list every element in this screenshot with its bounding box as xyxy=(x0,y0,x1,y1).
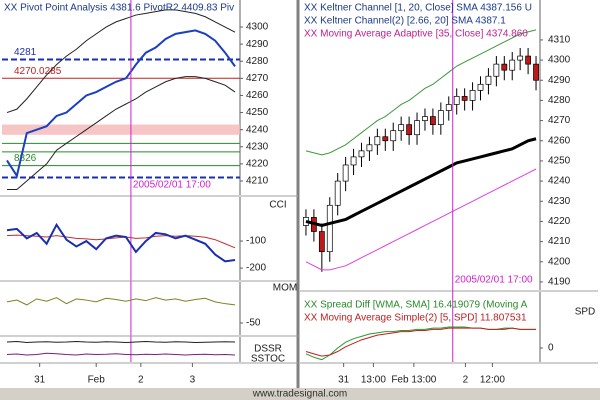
candle-body xyxy=(350,156,357,166)
y-tick-label: -50 xyxy=(246,318,261,329)
candle-body xyxy=(445,104,452,111)
y-tick-label: 4210 xyxy=(548,236,571,247)
series-line xyxy=(305,168,537,271)
indicator-title: XX Keltner Channel [1, 20, Close] SMA 43… xyxy=(304,3,532,14)
y-tick-label: 4190 xyxy=(548,277,571,288)
panel-title: XX Pivot Point Analysis 4381.6 PivotR2 4… xyxy=(4,3,234,14)
series-line xyxy=(6,234,236,249)
candle-body xyxy=(461,96,468,101)
y-tick-label: 4230 xyxy=(548,196,571,207)
series-line xyxy=(6,222,236,263)
y-tick-label: 4260 xyxy=(548,135,571,146)
series-line xyxy=(305,327,537,357)
indicator-title: XX Moving Average Adaptive [35, Close] 4… xyxy=(304,29,528,40)
candle-body xyxy=(414,120,420,136)
candle-body xyxy=(501,63,508,71)
candle-body xyxy=(469,89,476,101)
series-line xyxy=(6,340,236,344)
y-tick-label: 4210 xyxy=(246,176,269,187)
x-tick-label: 2 xyxy=(463,375,469,386)
x-tick-label: 31 xyxy=(338,375,350,386)
cursor-label: 2005/02/01 17:00 xyxy=(133,180,211,191)
x-tick-label: 3 xyxy=(190,375,196,386)
x-tick-label: 12:00 xyxy=(480,375,505,386)
candle-body xyxy=(533,63,539,81)
candle-body xyxy=(485,75,492,85)
x-tick-label: 2 xyxy=(138,375,144,386)
series-line xyxy=(6,29,236,179)
candle-body xyxy=(366,144,373,152)
candle-body xyxy=(358,150,365,158)
candle-body xyxy=(334,180,341,206)
candle-body xyxy=(326,204,333,253)
panel-label: DSSR xyxy=(254,344,282,355)
candle-body xyxy=(477,83,484,91)
panel-label: SPD xyxy=(575,307,596,318)
series-line xyxy=(305,29,537,156)
y-tick-label: 4240 xyxy=(246,124,269,135)
series-line xyxy=(6,76,236,191)
y-tick-label: 4280 xyxy=(246,56,269,67)
y-tick-label: 4270 xyxy=(548,115,571,126)
panel-label: MOM xyxy=(273,283,297,294)
candle-body xyxy=(406,124,412,136)
y-tick-label: 4290 xyxy=(246,39,269,50)
status-bar xyxy=(0,388,600,400)
y-tick-label: 4280 xyxy=(548,95,571,106)
level-label: 8826 xyxy=(14,153,37,164)
y-tick-label: -200 xyxy=(246,263,266,274)
candle-body xyxy=(525,55,531,65)
x-tick-label: 13:00 xyxy=(361,375,386,386)
candle-body xyxy=(318,231,325,253)
y-tick-label: 4240 xyxy=(548,176,571,187)
y-tick-label: 4300 xyxy=(246,22,269,33)
x-tick-label: Feb 13:00 xyxy=(391,375,436,386)
series-line xyxy=(6,9,236,114)
y-tick-label: 4220 xyxy=(246,159,269,170)
y-tick-label: 4260 xyxy=(246,90,269,101)
cursor-label: 2005/02/01 17:00 xyxy=(455,275,533,286)
indicator-title: XX Moving Average Simple(2) [5, SPD] 11.… xyxy=(304,313,527,324)
y-tick-label: 4290 xyxy=(548,75,571,86)
panel-label: CCI xyxy=(269,200,286,211)
y-tick-label: 4300 xyxy=(548,55,571,66)
candle-body xyxy=(517,55,524,61)
panel-label: SSTOC xyxy=(251,354,285,365)
candle-body xyxy=(422,116,428,121)
zone-band xyxy=(2,124,240,135)
level-label: 4281 xyxy=(14,47,37,58)
y-tick-label: 4230 xyxy=(246,141,269,152)
footer: www.tradesignal.com xyxy=(252,389,347,400)
y-tick-label: -100 xyxy=(246,236,266,247)
candle-body xyxy=(398,124,405,132)
candle-body xyxy=(374,136,381,146)
y-tick-label: 4200 xyxy=(548,256,571,267)
candle-body xyxy=(453,96,460,105)
x-tick-label: 31 xyxy=(34,375,46,386)
indicator-title: XX Spread Diff [WMA, SMA] 16.419079 (Mov… xyxy=(304,300,528,311)
candle-body xyxy=(437,110,444,125)
level-label: 4270.0285 xyxy=(14,66,62,77)
indicator-title: XX Keltner Channel(2) [2.66, 20] SMA 438… xyxy=(304,16,506,27)
candle-body xyxy=(430,116,436,125)
y-tick-label: 4250 xyxy=(246,107,269,118)
candle-body xyxy=(390,130,397,142)
y-tick-label: 4270 xyxy=(246,73,269,84)
x-tick-label: Feb xyxy=(88,375,106,386)
series-line xyxy=(6,352,236,356)
y-tick-label: 0 xyxy=(548,343,554,354)
candle-body xyxy=(509,59,516,71)
series-line xyxy=(6,297,236,306)
y-tick-label: 4250 xyxy=(548,156,571,167)
y-tick-label: 4220 xyxy=(548,216,571,227)
candle-body xyxy=(493,63,500,77)
y-tick-label: 4310 xyxy=(548,35,571,46)
candle-body xyxy=(342,164,349,182)
series-line xyxy=(305,137,537,228)
candle-body xyxy=(382,136,389,142)
